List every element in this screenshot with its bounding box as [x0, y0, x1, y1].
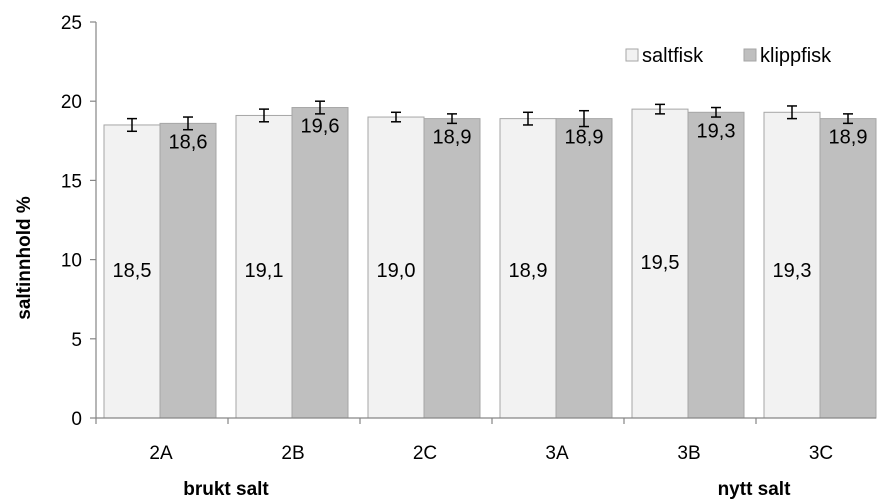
y-tick-label: 10	[61, 251, 82, 272]
data-label: 18,9	[433, 127, 472, 149]
data-label: 19,6	[301, 116, 340, 138]
bar-klippfisk	[159, 122, 217, 419]
bar-klippfisk	[291, 107, 349, 419]
y-axis-title: saltinnhold %	[14, 196, 35, 320]
bars: 18,5 18,6 19,1 19,6 19,0 18,9 18,9 18,9 19,5 19,3…	[103, 100, 877, 419]
group-label: brukt salt	[183, 479, 269, 500]
y-tick-label: 25	[61, 13, 82, 34]
y-axis: 0 5 10 15 20 25	[61, 13, 97, 430]
bar-saltfisk	[367, 116, 425, 419]
bar-klippfisk	[687, 111, 745, 419]
x-tick-label: 3B	[677, 443, 700, 464]
bar-klippfisk	[819, 118, 877, 419]
data-label: 19,3	[697, 120, 736, 142]
bar-saltfisk	[763, 111, 821, 419]
data-label: 18,9	[829, 127, 868, 149]
data-label: 18,9	[565, 127, 604, 149]
data-label: 18,9	[509, 260, 548, 282]
legend-label-klippfisk: klippfisk	[760, 45, 832, 67]
y-tick-label: 5	[71, 330, 82, 351]
y-tick-label: 0	[71, 409, 82, 430]
x-axis: 2A 2B 2C 3A 3B 3C brukt salt nytt salt	[95, 417, 876, 500]
data-label: 18,6	[169, 131, 208, 153]
legend-label-saltfisk: saltfisk	[642, 45, 704, 67]
bar-saltfisk	[631, 108, 689, 419]
data-label: 19,1	[245, 260, 284, 282]
x-tick-label: 2C	[413, 443, 437, 464]
bar-saltfisk	[235, 114, 293, 419]
data-label: 18,5	[113, 260, 152, 282]
group-label: nytt salt	[718, 479, 792, 500]
data-label: 19,5	[641, 252, 680, 274]
legend-swatch-saltfisk	[625, 48, 639, 62]
x-tick-label: 2B	[281, 443, 304, 464]
x-tick-label: 3A	[545, 443, 569, 464]
data-label: 19,3	[773, 260, 812, 282]
bar-klippfisk	[423, 118, 481, 419]
x-tick-label: 2A	[149, 443, 173, 464]
x-tick-label: 3C	[809, 443, 833, 464]
bar-klippfisk	[555, 118, 613, 419]
data-label: 19,0	[377, 260, 416, 282]
legend-swatch-klippfisk	[743, 48, 757, 62]
y-tick-label: 20	[61, 92, 82, 113]
y-tick-label: 15	[61, 171, 82, 192]
legend: saltfisk klippfisk	[625, 45, 832, 67]
bar-saltfisk	[499, 118, 557, 419]
